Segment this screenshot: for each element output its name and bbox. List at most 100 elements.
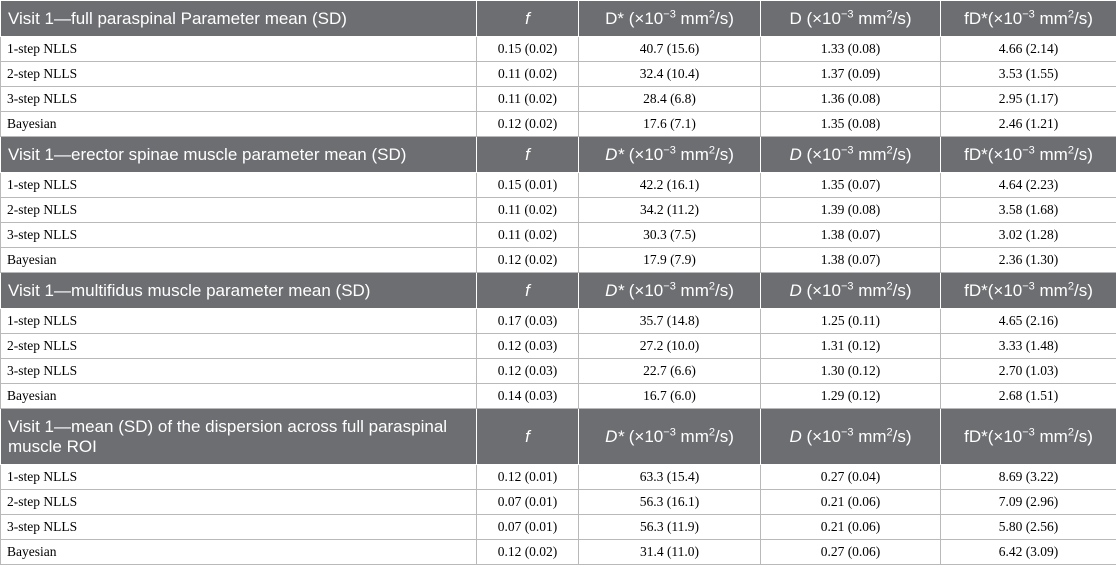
unit-exponent: −3 <box>840 7 854 20</box>
unit-lead: (×10 <box>624 8 664 28</box>
unit-tail: /s) <box>714 8 734 28</box>
unit-square: 2 <box>708 279 715 292</box>
d-cell: 1.25 (0.11) <box>760 308 941 334</box>
unit-lead: (×10 <box>987 280 1023 300</box>
col-header-f: f <box>476 136 579 173</box>
section-title: Visit 1—mean (SD) of the dispersion acro… <box>0 408 477 465</box>
f-cell: 0.11 (0.02) <box>476 86 579 112</box>
dstar-cell: 17.9 (7.9) <box>578 247 761 273</box>
table-row: 1-step NLLS 0.17 (0.03) 35.7 (14.8) 1.25 (0… <box>0 308 1116 334</box>
f-cell: 0.17 (0.03) <box>476 308 579 334</box>
unit-tail: /s) <box>714 426 734 446</box>
section-header-row: Visit 1—erector spinae muscle parameter … <box>0 136 1116 173</box>
dstar-cell: 35.7 (14.8) <box>578 308 761 334</box>
unit-exponent: −3 <box>1022 7 1035 20</box>
d-cell: 1.38 (0.07) <box>760 247 941 273</box>
table-row: Bayesian 0.12 (0.02) 31.4 (11.0) 0.27 (0.06… <box>0 539 1116 565</box>
col-header-d: D (×10−3 mm2/s) <box>760 408 941 465</box>
f-cell: 0.11 (0.02) <box>476 222 579 248</box>
fdstar-cell: 4.65 (2.16) <box>940 308 1116 334</box>
dstar-cell: 31.4 (11.0) <box>578 539 761 565</box>
f-cell: 0.15 (0.02) <box>476 36 579 62</box>
method-cell: 2-step NLLS <box>0 333 477 359</box>
unit-exponent: −3 <box>1022 143 1035 156</box>
unit-tail: /s) <box>1073 426 1093 446</box>
col-header-fdstar: fD*(×10−3 mm2/s) <box>940 0 1116 37</box>
unit-mid: mm <box>675 144 709 164</box>
dstar-cell: 42.2 (16.1) <box>578 172 761 198</box>
f-cell: 0.12 (0.01) <box>476 464 579 490</box>
unit-tail: /s) <box>714 280 734 300</box>
section-title: Visit 1—full paraspinal Parameter mean (… <box>0 0 477 37</box>
dstar-cell: 22.7 (6.6) <box>578 358 761 384</box>
unit-mid: mm <box>675 8 709 28</box>
method-cell: 1-step NLLS <box>0 464 477 490</box>
section-title: Visit 1—multifidus muscle parameter mean… <box>0 272 477 309</box>
unit-lead: (×10 <box>987 144 1023 164</box>
symbol: fD* <box>964 144 988 164</box>
unit-exponent: −3 <box>663 279 676 292</box>
unit-tail: /s) <box>892 8 912 28</box>
unit-square: 2 <box>708 425 715 438</box>
d-cell: 0.21 (0.06) <box>760 514 941 540</box>
unit-tail: /s) <box>714 144 734 164</box>
unit-exponent: −3 <box>1022 425 1035 438</box>
unit-exponent: −3 <box>840 425 854 438</box>
table-row: 2-step NLLS 0.12 (0.03) 27.2 (10.0) 1.31 (0… <box>0 333 1116 359</box>
table-row: Bayesian 0.12 (0.02) 17.6 (7.1) 1.35 (0.08)… <box>0 111 1116 137</box>
method-cell: 1-step NLLS <box>0 36 477 62</box>
unit-square: 2 <box>1067 143 1074 156</box>
symbol: D <box>789 8 802 28</box>
d-cell: 0.27 (0.06) <box>760 539 941 565</box>
fdstar-cell: 5.80 (2.56) <box>940 514 1116 540</box>
unit-square: 2 <box>886 7 893 20</box>
unit-lead: (×10 <box>624 280 664 300</box>
symbol: D* <box>605 8 625 28</box>
unit-tail: /s) <box>1073 144 1093 164</box>
unit-tail: /s) <box>1073 8 1093 28</box>
unit-square: 2 <box>1067 279 1074 292</box>
symbol: fD* <box>964 8 988 28</box>
unit-mid: mm <box>853 144 887 164</box>
d-cell: 1.31 (0.12) <box>760 333 941 359</box>
unit-exponent: −3 <box>840 143 854 156</box>
fdstar-cell: 2.70 (1.03) <box>940 358 1116 384</box>
method-cell: 2-step NLLS <box>0 489 477 515</box>
unit-tail: /s) <box>892 280 912 300</box>
dstar-cell: 34.2 (11.2) <box>578 197 761 223</box>
symbol: fD* <box>964 280 988 300</box>
symbol: D* <box>605 426 625 446</box>
method-cell: 3-step NLLS <box>0 514 477 540</box>
fdstar-cell: 6.42 (3.09) <box>940 539 1116 565</box>
section-header-row: Visit 1—full paraspinal Parameter mean (… <box>0 0 1116 37</box>
method-cell: 3-step NLLS <box>0 222 477 248</box>
col-header-f: f <box>476 272 579 309</box>
unit-square: 2 <box>1067 425 1074 438</box>
unit-mid: mm <box>1034 144 1068 164</box>
fdstar-cell: 3.33 (1.48) <box>940 333 1116 359</box>
col-header-dstar: D* (×10−3 mm2/s) <box>578 136 761 173</box>
fdstar-cell: 8.69 (3.22) <box>940 464 1116 490</box>
unit-lead: (×10 <box>801 8 841 28</box>
unit-tail: /s) <box>1073 280 1093 300</box>
f-cell: 0.11 (0.02) <box>476 61 579 87</box>
table-row: 3-step NLLS 0.11 (0.02) 30.3 (7.5) 1.38 (0.… <box>0 222 1116 248</box>
d-cell: 0.21 (0.06) <box>760 489 941 515</box>
unit-mid: mm <box>853 426 887 446</box>
method-cell: 2-step NLLS <box>0 61 477 87</box>
f-cell: 0.12 (0.03) <box>476 333 579 359</box>
unit-square: 2 <box>886 279 893 292</box>
unit-square: 2 <box>708 7 715 20</box>
table-row: 1-step NLLS 0.15 (0.01) 42.2 (16.1) 1.35 (0… <box>0 172 1116 198</box>
table-row: 3-step NLLS 0.12 (0.03) 22.7 (6.6) 1.30 (0.… <box>0 358 1116 384</box>
dstar-cell: 17.6 (7.1) <box>578 111 761 137</box>
dstar-cell: 32.4 (10.4) <box>578 61 761 87</box>
method-cell: 1-step NLLS <box>0 172 477 198</box>
symbol: D* <box>605 144 625 164</box>
f-cell: 0.12 (0.02) <box>476 539 579 565</box>
dstar-cell: 40.7 (15.6) <box>578 36 761 62</box>
unit-lead: (×10 <box>624 144 664 164</box>
fdstar-cell: 2.95 (1.17) <box>940 86 1116 112</box>
unit-mid: mm <box>1034 8 1068 28</box>
